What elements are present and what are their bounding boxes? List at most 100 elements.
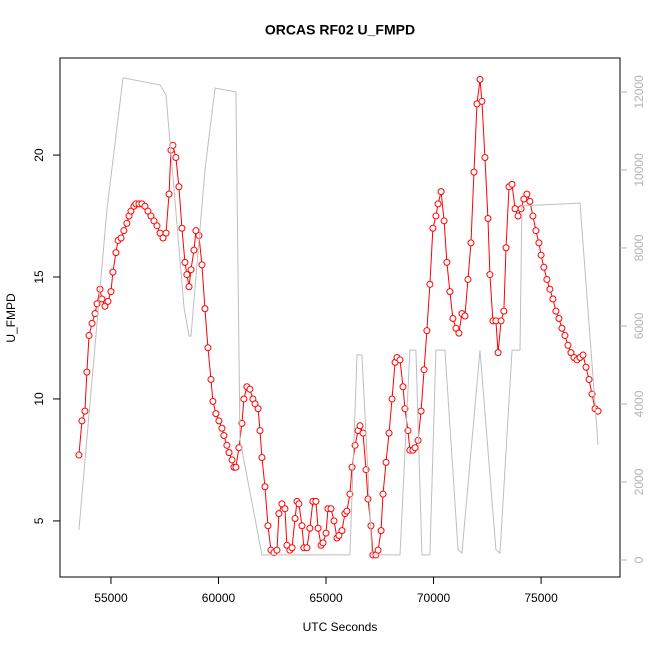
data-point — [517, 205, 525, 213]
data-point — [178, 224, 186, 232]
x-tick-label: 55000 — [94, 591, 128, 605]
data-point — [240, 395, 248, 403]
y-tick-label: 10 — [32, 392, 46, 406]
data-point — [508, 180, 516, 188]
data-point — [185, 283, 193, 291]
data-point — [546, 285, 554, 293]
data-point — [561, 332, 569, 340]
data-point — [335, 532, 343, 540]
data-point — [567, 349, 575, 357]
data-point — [579, 351, 587, 359]
data-point — [461, 312, 469, 320]
data-point — [303, 544, 311, 552]
data-point — [204, 344, 212, 352]
data-point — [273, 546, 281, 554]
data-point — [147, 212, 155, 220]
data-point — [172, 154, 180, 162]
data-point — [75, 451, 83, 459]
plot-frame — [59, 57, 621, 578]
data-point — [85, 332, 93, 340]
y2-tick-label: 10000 — [632, 153, 646, 187]
data-point — [443, 258, 451, 266]
data-point — [275, 510, 283, 518]
data-point — [417, 407, 425, 415]
data-point — [348, 463, 356, 471]
data-point — [585, 375, 593, 383]
data-point — [481, 154, 489, 162]
chart-title: ORCAS RF02 U_FMPD — [265, 22, 415, 38]
data-point — [109, 268, 117, 276]
data-point — [278, 500, 286, 508]
data-point — [423, 327, 431, 335]
data-point — [540, 263, 548, 271]
data-point — [127, 207, 135, 215]
data-point — [228, 456, 236, 464]
data-point — [526, 197, 534, 205]
data-point — [312, 497, 320, 505]
data-point — [314, 524, 322, 532]
data-point — [401, 405, 409, 413]
data-point — [514, 212, 522, 220]
data-point — [449, 314, 457, 322]
data-point — [201, 305, 209, 313]
data-point — [238, 419, 246, 427]
data-point — [144, 207, 152, 215]
data-point — [81, 407, 89, 415]
data-point — [346, 490, 354, 498]
data-point — [192, 227, 200, 235]
data-point — [298, 522, 306, 530]
x-tick-label: 70000 — [417, 591, 451, 605]
data-point — [351, 441, 359, 449]
data-point — [411, 444, 419, 452]
data-point — [529, 212, 537, 220]
data-point — [306, 524, 314, 532]
data-point — [183, 271, 191, 279]
data-point — [382, 458, 390, 466]
data-point — [338, 527, 346, 535]
data-point — [558, 324, 566, 332]
data-point — [486, 271, 494, 279]
data-point — [175, 183, 183, 191]
data-point — [543, 275, 551, 283]
data-point — [254, 405, 262, 413]
data-point — [432, 212, 440, 220]
data-point — [446, 288, 454, 296]
data-point — [429, 224, 437, 232]
data-point — [112, 249, 120, 257]
data-point — [218, 424, 226, 432]
data-point — [455, 329, 463, 337]
data-point — [162, 229, 170, 237]
data-point — [288, 544, 296, 552]
data-point — [295, 500, 303, 508]
data-point — [478, 97, 486, 105]
data-point — [190, 246, 198, 254]
data-point — [258, 453, 266, 461]
data-point — [181, 258, 189, 266]
y-axis-label: U_FMPD — [4, 293, 18, 343]
data-point — [198, 261, 206, 269]
data-point — [374, 546, 382, 554]
data-point — [377, 527, 385, 535]
data-point — [104, 297, 112, 305]
data-point — [467, 239, 475, 247]
data-point — [437, 188, 445, 196]
data-point — [523, 190, 531, 198]
data-point — [98, 295, 106, 303]
data-point — [396, 356, 404, 364]
data-point — [564, 341, 572, 349]
data-point — [159, 234, 167, 242]
data-point — [379, 490, 387, 498]
data-point — [322, 529, 330, 537]
data-point — [359, 429, 367, 437]
data-point — [207, 375, 215, 383]
data-point — [388, 395, 396, 403]
data-point — [470, 168, 478, 176]
data-point — [476, 75, 484, 83]
data-point — [364, 495, 372, 503]
data-point — [141, 202, 149, 210]
data-point — [520, 195, 528, 203]
data-point — [187, 266, 195, 274]
data-point — [484, 214, 492, 222]
data-point — [232, 463, 240, 471]
data-point — [246, 385, 254, 393]
